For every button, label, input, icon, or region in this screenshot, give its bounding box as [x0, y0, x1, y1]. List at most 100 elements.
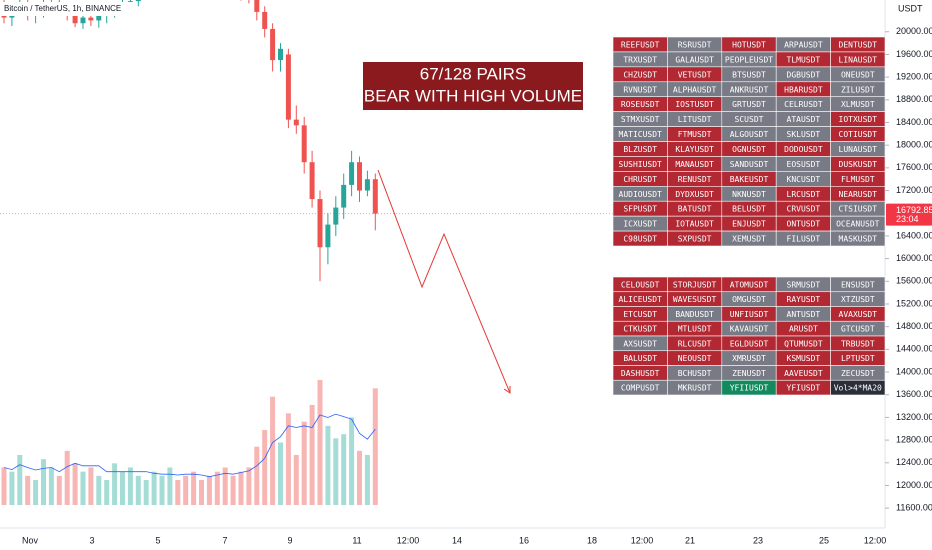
cell-label: COMPUSDT — [621, 384, 660, 393]
cell-label: SANDUSDT — [730, 160, 769, 169]
banner-line: 67/128 PAIRS — [420, 64, 526, 83]
cell-label: KSMUSDT — [787, 354, 821, 363]
volume-bar — [364, 455, 370, 505]
candle-body — [278, 48, 283, 61]
cell-label: BLZUSDT — [623, 145, 657, 154]
cell-label: MATICUSDT — [619, 130, 663, 139]
volume-bar — [301, 421, 307, 505]
table-cell — [830, 230, 886, 247]
cell-label: NEOUSDT — [678, 354, 712, 363]
cell-label: RSRUSDT — [678, 40, 712, 49]
cell-label: ALGOUSDT — [730, 130, 769, 139]
price-tick-label: 15600.00 — [896, 276, 932, 286]
candle-body — [72, 15, 78, 24]
cell-label: MANAUSDT — [675, 160, 714, 169]
cell-label: RVNUSDT — [623, 85, 657, 94]
time-label: 12:00 — [864, 535, 887, 545]
cell-label: FLMUSDT — [841, 175, 875, 184]
volume-bar — [325, 425, 331, 505]
candle-body — [293, 119, 299, 126]
volume-bar — [96, 475, 102, 505]
cell-label: ENJUSDT — [732, 220, 766, 229]
cell-label: FILUSDT — [787, 235, 821, 244]
candle-body — [364, 179, 370, 191]
cell-label: ONEUSDT — [841, 70, 875, 79]
candle-body — [333, 207, 339, 225]
cell-label: GTCUSDT — [841, 325, 875, 334]
cell-label: CELRUSDT — [784, 100, 823, 109]
cell-label: KAVAUSDT — [730, 325, 769, 334]
time-label: 16 — [519, 535, 529, 545]
cell-label: CELOUSDT — [621, 280, 660, 289]
cell-label: LUNAUSDT — [839, 145, 878, 154]
candle-body — [309, 162, 315, 200]
cell-label: AXSUSDT — [623, 339, 657, 348]
volume-bar — [254, 446, 260, 505]
volume-bar — [80, 471, 86, 505]
cell-label: TRBUSDT — [841, 339, 875, 348]
cell-label: SFPUSDT — [623, 205, 657, 214]
cell-label: HOTUSDT — [732, 40, 766, 49]
volume-bar — [151, 471, 157, 505]
time-label: 11 — [352, 535, 361, 545]
cell-label: TLMUSDT — [787, 55, 821, 64]
cell-label: CHZUSDT — [623, 70, 657, 79]
cell-label: REEFUSDT — [621, 40, 660, 49]
cell-label: CRVUSDT — [787, 205, 821, 214]
banner — [363, 62, 583, 110]
cell-label: BATUSDT — [678, 205, 712, 214]
cell-label: IOTXUSDT — [839, 115, 878, 124]
volume-bar — [341, 434, 347, 505]
volume-bar — [262, 430, 268, 505]
cell-label: BCHUSDT — [678, 369, 712, 378]
candle-body — [80, 17, 86, 24]
volume-bar — [135, 475, 141, 505]
time-label: Nov — [22, 535, 39, 545]
volume-bar — [222, 467, 228, 505]
cell-label: BANDUSDT — [675, 310, 714, 319]
cell-label: SXPUSDT — [678, 235, 712, 244]
price-tick-label: 12800.00 — [896, 434, 932, 444]
volume-bar — [143, 480, 149, 505]
volume-bar — [88, 467, 94, 505]
volume-ma — [3, 413, 376, 478]
cell-label: ZECUSDT — [841, 369, 875, 378]
cell-label: STMXUSDT — [621, 115, 660, 124]
volume-bar — [191, 471, 197, 505]
price-tick-label: 18000.00 — [896, 140, 932, 150]
cell-label: KNCUSDT — [787, 175, 821, 184]
cell-label: ATAUSDT — [787, 115, 821, 124]
candle-body — [285, 54, 291, 120]
candle-body — [135, 0, 141, 2]
cell-label: DGBUSDT — [787, 70, 821, 79]
volume-bar — [104, 480, 110, 505]
cell-label: ZILUSDT — [841, 85, 875, 94]
cell-label: Vol>4*MA20 — [834, 384, 882, 393]
cell-label: LITUSDT — [678, 115, 712, 124]
volume-bar — [167, 467, 173, 505]
candle-body — [357, 162, 362, 191]
cell-label: BALUSDT — [623, 354, 657, 363]
price-tick-label: 14400.00 — [896, 344, 932, 354]
volume-bar — [333, 438, 339, 505]
cell-label: OGNUSDT — [732, 145, 766, 154]
candle-body — [254, 0, 260, 12]
cell-label: ATOMUSDT — [730, 280, 769, 289]
cell-label: CTSIUSDT — [839, 205, 878, 214]
cell-label: QTUMUSDT — [784, 339, 823, 348]
cell-label: WAVESUSDT — [673, 295, 717, 304]
cell-label: SCUSDT — [735, 115, 764, 124]
volume-bar — [64, 450, 70, 505]
price-tick-label: 14000.00 — [896, 366, 932, 376]
cell-label: STORJUSDT — [673, 280, 717, 289]
cell-label: BELUSDT — [732, 205, 766, 214]
volume-bar — [199, 480, 204, 505]
time-label: 12:00 — [397, 535, 420, 545]
cell-label: ROSEUSDT — [621, 100, 660, 109]
cell-label: TRXUSDT — [623, 55, 657, 64]
arrow-head — [503, 386, 511, 394]
volume-bar — [372, 388, 378, 505]
price-tick-label: 11600.00 — [896, 503, 932, 513]
time-label: 21 — [685, 535, 695, 545]
candle-body — [301, 125, 307, 163]
